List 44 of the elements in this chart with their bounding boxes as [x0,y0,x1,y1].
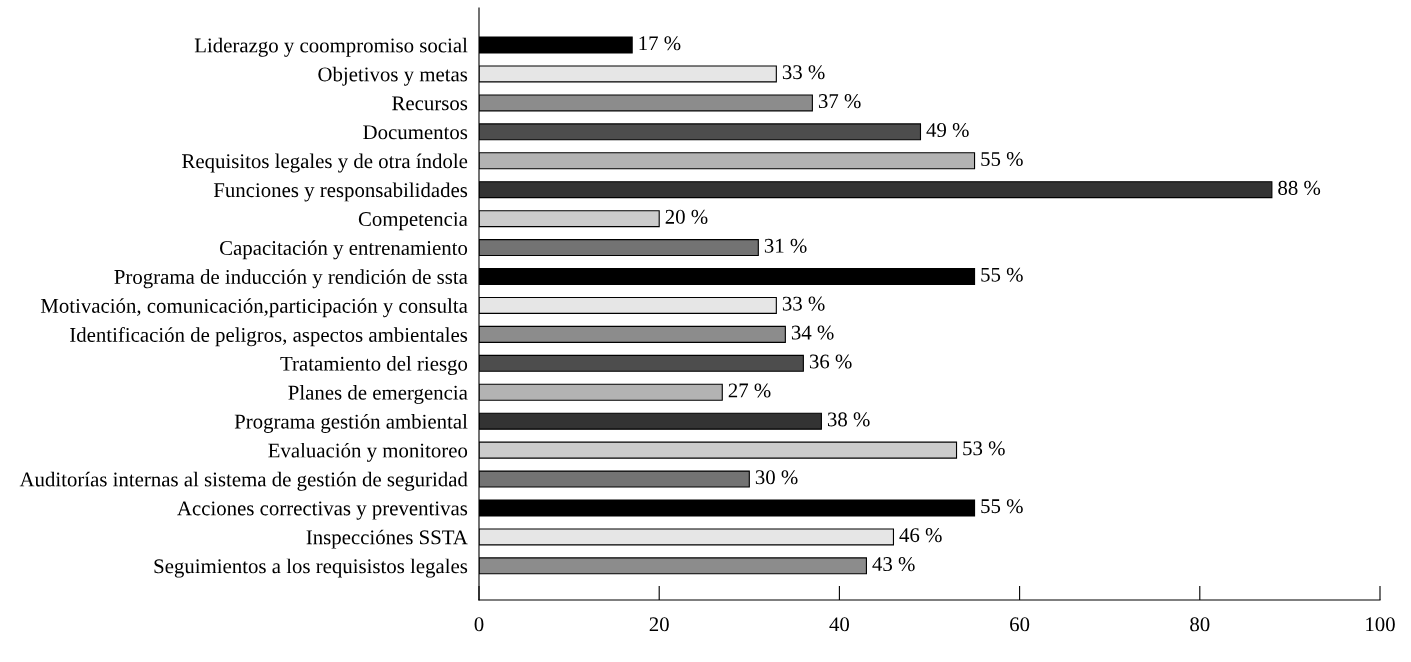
x-tick-label: 0 [474,617,484,632]
data-label: 38 % [827,412,870,427]
y-tick-label: Identificación de peligros, aspectos ambientales [70,327,468,347]
x-tick-label: 80 [1190,617,1210,632]
y-tick-label: Auditorías internas al sistema de gestión de seguridad [19,471,468,491]
x-tick-label: 20 [649,617,669,632]
data-label: 20 % [665,209,708,224]
y-tick-label: Inspecciónes SSTA [306,529,468,549]
data-label: 27 % [728,383,771,398]
y-tick-label: Documentos [363,125,468,140]
data-label: 31 % [764,238,807,253]
y-tick-label: Objetivos y metas [318,66,468,86]
data-label: 33 % [782,65,825,80]
y-tick-label: Tratamiento del riesgo [280,356,468,376]
data-label: 53 % [963,441,1005,456]
x-tick-label: 60 [1010,617,1030,632]
data-label: 43 % [872,557,915,572]
x-tick-label: 100 [1366,617,1395,632]
y-tick-label: Recursos [392,96,468,111]
x-tick-label: 40 [829,617,850,632]
y-tick-label: Planes de emergencia [288,385,468,404]
y-tick-label: Programa gestión ambiental [234,413,468,433]
y-tick-label: Capacitación y entrenamiento [220,240,468,260]
data-label: 55 % [981,267,1023,282]
y-tick-label: Seguimientos a los requisistos legales [154,558,468,578]
y-tick-label: Programa de inducción y rendición de ssta [114,269,468,289]
y-tick-label: Evaluación y monitoreo [268,442,468,462]
data-label: 36 % [809,354,852,369]
data-label: 49 % [926,123,969,138]
data-label: 55 % [981,499,1023,514]
data-label: 37 % [818,94,861,109]
data-label: 88 % [1278,180,1321,195]
y-tick-label: Motivación, comunicación,participación y consulta [40,298,468,318]
y-tick-label: Acciones correctivas y preventivas [177,501,468,520]
data-label: 33 % [782,296,825,311]
data-label: 46 % [899,528,942,543]
data-label: 30 % [755,470,798,485]
data-label: 55 % [981,151,1023,167]
y-tick-label: Funciones y responsabilidades [213,182,468,202]
y-tick-label: Competencia [358,212,468,231]
y-tick-label: Requisitos legales y de otra índole [182,153,468,173]
data-label: 34 % [791,325,834,340]
y-tick-label: Liderazgo y coompromiso social [194,37,468,57]
data-label: 17 % [639,36,681,51]
